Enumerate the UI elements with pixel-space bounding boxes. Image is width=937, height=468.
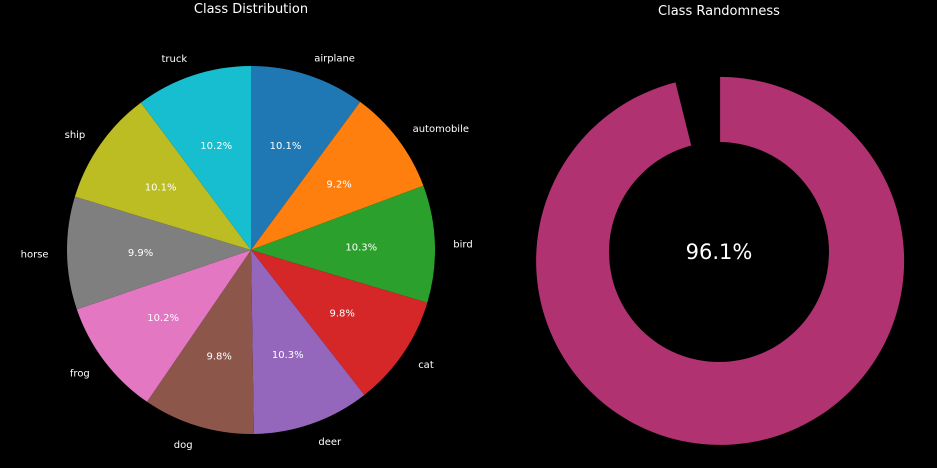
pie-slice-deer xyxy=(251,250,365,434)
pie-category-label: dog xyxy=(174,440,193,451)
pie-slice-frog xyxy=(76,250,251,402)
pie-percentage-label: 10.2% xyxy=(147,313,179,324)
pie-percentage-label: 10.2% xyxy=(200,141,232,152)
pie-category-label: automobile xyxy=(413,124,469,135)
pie-chart-title: Class Distribution xyxy=(194,2,308,17)
pie-category-label: frog xyxy=(70,368,90,379)
pie-percentage-label: 10.3% xyxy=(345,242,377,253)
pie-slice-truck xyxy=(140,66,251,250)
pie-slice-airplane xyxy=(251,66,361,250)
pie-category-label: bird xyxy=(453,239,472,250)
pie-slice-horse xyxy=(67,196,251,310)
pie-slice-automobile xyxy=(251,101,424,250)
pie-category-label: cat xyxy=(418,360,434,371)
pie-slice-bird xyxy=(251,185,435,303)
donut-center-value: 96.1% xyxy=(686,240,753,264)
pie-percentage-label: 10.3% xyxy=(272,350,304,361)
donut-center-hole xyxy=(609,142,829,362)
donut-marks xyxy=(536,76,905,445)
pie-percentage-label: 9.8% xyxy=(206,352,231,363)
pie-category-label: ship xyxy=(65,130,86,141)
pie-slice-cat xyxy=(251,250,428,395)
pie-percentage-label: 10.1% xyxy=(270,141,302,152)
pie-slices xyxy=(67,66,435,435)
class-randomness-donut: Class Randomness 96.1% xyxy=(536,4,905,445)
pie-percentage-label: 9.9% xyxy=(128,248,153,259)
pie-category-label: airplane xyxy=(314,54,355,65)
pie-percentage-label: 10.1% xyxy=(145,183,177,194)
pie-category-label: horse xyxy=(21,250,49,261)
donut-chart-title: Class Randomness xyxy=(658,4,780,19)
pie-percentage-label: 9.2% xyxy=(326,180,351,191)
pie-labels: airplane 10.1% automobile 9.2% bird 10.3% cat 9… xyxy=(21,54,473,451)
pie-slice-ship xyxy=(74,102,252,250)
pie-slice-dog xyxy=(147,250,254,435)
pie-percentage-label: 9.8% xyxy=(329,308,354,319)
pie-category-label: truck xyxy=(162,54,188,65)
pie-category-label: deer xyxy=(318,437,342,448)
class-distribution-pie: Class Distribution airplane 10.1% automobi… xyxy=(21,2,473,451)
